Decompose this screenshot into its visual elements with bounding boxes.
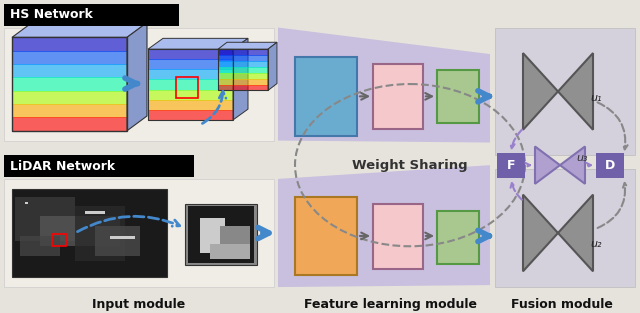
- Polygon shape: [268, 42, 277, 90]
- Polygon shape: [233, 38, 248, 120]
- Bar: [4, 155, 194, 177]
- Bar: [12, 91, 127, 105]
- Bar: [148, 90, 233, 101]
- Bar: [148, 80, 233, 90]
- Bar: [495, 169, 635, 287]
- Text: F: F: [507, 159, 515, 172]
- Text: Input module: Input module: [92, 298, 186, 311]
- Bar: [12, 64, 127, 78]
- Bar: [15, 197, 75, 241]
- Bar: [185, 204, 257, 265]
- Polygon shape: [523, 195, 558, 271]
- Bar: [12, 104, 127, 118]
- Polygon shape: [535, 146, 560, 184]
- Polygon shape: [12, 23, 147, 37]
- Text: D: D: [605, 159, 615, 172]
- Text: Weight Sharing: Weight Sharing: [352, 159, 468, 172]
- Text: u₃: u₃: [576, 153, 588, 163]
- Bar: [218, 67, 268, 74]
- Bar: [12, 37, 127, 131]
- Bar: [148, 49, 233, 60]
- Bar: [12, 37, 127, 52]
- Bar: [218, 49, 268, 56]
- Bar: [437, 211, 479, 264]
- Text: HS Network: HS Network: [10, 8, 93, 21]
- Bar: [12, 51, 127, 65]
- Text: Fusion module: Fusion module: [511, 298, 613, 311]
- Bar: [25, 202, 28, 204]
- Bar: [218, 79, 268, 85]
- Polygon shape: [127, 23, 147, 131]
- Bar: [218, 49, 268, 90]
- Bar: [218, 55, 268, 62]
- Bar: [373, 204, 423, 269]
- Bar: [218, 85, 268, 91]
- Text: Feature learning module: Feature learning module: [303, 298, 477, 311]
- Bar: [20, 236, 60, 256]
- Polygon shape: [558, 195, 593, 271]
- Polygon shape: [218, 42, 277, 49]
- Bar: [495, 28, 635, 155]
- Bar: [210, 244, 250, 259]
- Bar: [40, 216, 120, 246]
- Polygon shape: [560, 146, 585, 184]
- Polygon shape: [523, 53, 558, 130]
- Bar: [148, 69, 233, 80]
- Bar: [200, 218, 225, 253]
- Bar: [220, 226, 250, 246]
- Bar: [148, 59, 233, 70]
- Bar: [218, 73, 268, 80]
- Bar: [75, 207, 125, 260]
- Bar: [148, 110, 233, 121]
- Text: u₂: u₂: [590, 239, 602, 249]
- Bar: [497, 153, 525, 178]
- Bar: [52, 234, 66, 246]
- Bar: [176, 77, 198, 98]
- Bar: [437, 70, 479, 123]
- Bar: [4, 28, 274, 141]
- Bar: [12, 117, 127, 132]
- Bar: [596, 153, 624, 178]
- Bar: [148, 100, 233, 111]
- Bar: [85, 211, 105, 214]
- Bar: [4, 4, 179, 26]
- Bar: [218, 61, 268, 68]
- Bar: [295, 197, 357, 275]
- Bar: [188, 207, 254, 264]
- Text: LiDAR Network: LiDAR Network: [10, 160, 115, 173]
- Bar: [12, 77, 127, 92]
- Bar: [95, 226, 140, 256]
- Bar: [295, 57, 357, 136]
- Polygon shape: [278, 165, 490, 287]
- Polygon shape: [558, 53, 593, 130]
- Polygon shape: [278, 28, 490, 142]
- Bar: [373, 64, 423, 129]
- Polygon shape: [148, 38, 248, 49]
- Bar: [4, 179, 274, 287]
- Bar: [148, 49, 233, 120]
- Bar: [12, 189, 167, 277]
- Text: u₁: u₁: [590, 93, 602, 103]
- Bar: [110, 236, 135, 239]
